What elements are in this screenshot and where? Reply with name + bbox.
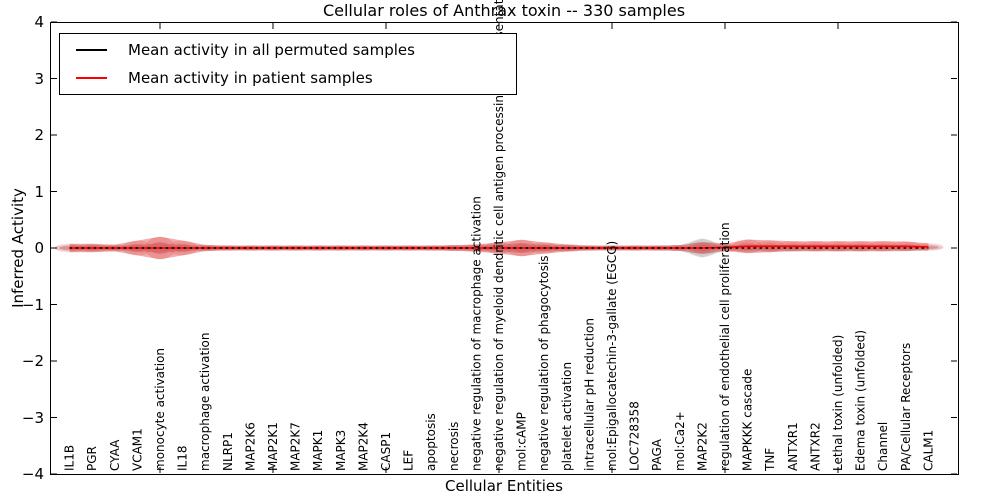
y-tick-label: −4 (21, 465, 44, 483)
legend-label-patient: Mean activity in patient samples (128, 69, 373, 87)
x-tick-label: CYAA (107, 439, 122, 471)
legend-label-permuted: Mean activity in all permuted samples (128, 41, 415, 59)
x-tick-label: VCAM1 (130, 428, 145, 471)
x-tick-label: MAPKKK cascade (740, 368, 755, 471)
x-tick-label: PAGA (650, 439, 665, 471)
y-tick-label: 4 (34, 13, 44, 31)
patient-mean-line (69, 245, 929, 249)
y-tick-label: −3 (21, 408, 44, 427)
x-tick-label: intracellular pH reduction (582, 318, 597, 471)
red-line-sample (76, 77, 107, 79)
y-tick-label: −1 (21, 295, 44, 314)
x-tick-label: LOC728358 (627, 401, 642, 471)
x-tick-label: MAP2K1 (266, 422, 280, 471)
x-tick-label: necrosis (446, 421, 461, 471)
y-tick-label: 0 (34, 239, 44, 257)
x-tick-label: Channel (876, 421, 891, 471)
x-tick-label: mol:Epigallocatechin-3-gallate (EGCG) (605, 240, 619, 471)
x-tick-label: ANTXR1 (785, 422, 800, 471)
x-tick-label: Edema toxin (unfolded) (853, 329, 868, 471)
x-tick-label: IL18 (175, 445, 190, 472)
legend-entry-permuted: Mean activity in all permuted samples (60, 41, 516, 59)
x-tick-label: mol:Ca2+ (672, 411, 687, 471)
y-tick-label: −2 (21, 352, 44, 370)
x-tick-label: regulation of endothelial cell prolifera… (718, 222, 732, 471)
x-tick-label: TNF (763, 447, 778, 471)
violin-shape-core (873, 246, 894, 250)
x-tick-label: Lethal toxin (unfolded) (831, 334, 845, 471)
violin-shape-core (760, 246, 781, 250)
x-tick-label: negative regulation of phagocytosis (537, 255, 552, 471)
x-tick-label: mol:cAMP (514, 412, 529, 471)
legend-entry-patient: Mean activity in patient samples (60, 69, 516, 87)
x-tick-label: LEF (401, 449, 416, 471)
plot-border (50, 22, 959, 475)
chart-title: Cellular roles of Anthrax toxin -- 330 s… (322, 1, 686, 20)
x-tick-label: PA/Cellular Receptors (898, 342, 913, 471)
x-tick-label: ANTXR2 (808, 422, 823, 471)
x-tick-label: MAPK3 (333, 429, 348, 471)
x-tick-label: MAPK1 (311, 429, 326, 471)
violin-shape-core (850, 246, 871, 250)
x-tick-label: MAP2K2 (695, 422, 710, 471)
black-line-sample (76, 49, 107, 51)
x-tick-label: NLRP1 (220, 432, 235, 471)
violin-shape-core (782, 246, 803, 250)
x-tick-label: macrophage activation (198, 332, 213, 471)
y-tick-label: 3 (34, 69, 44, 88)
x-tick-label: CALM1 (921, 429, 936, 471)
x-tick-label: apoptosis (424, 413, 439, 471)
x-tick-label: IL1B (62, 444, 77, 471)
x-tick-label: monocyte activation (153, 347, 167, 471)
x-tick-label: PGR (85, 446, 100, 471)
x-tick-label: MAP2K7 (288, 422, 303, 471)
legend: Mean activity in all permuted samples Me… (59, 33, 517, 95)
x-tick-label: MAP2K4 (356, 422, 371, 471)
x-tick-label: negative regulation of macrophage activa… (469, 196, 484, 471)
y-tick-label: 1 (34, 182, 44, 201)
x-axis-label: Cellular Entities (445, 477, 563, 495)
y-tick-label: 2 (34, 126, 44, 144)
x-tick-label: platelet activation (559, 361, 574, 471)
x-tick-label: MAP2K6 (243, 422, 258, 471)
x-tick-label: CASP1 (379, 431, 393, 471)
